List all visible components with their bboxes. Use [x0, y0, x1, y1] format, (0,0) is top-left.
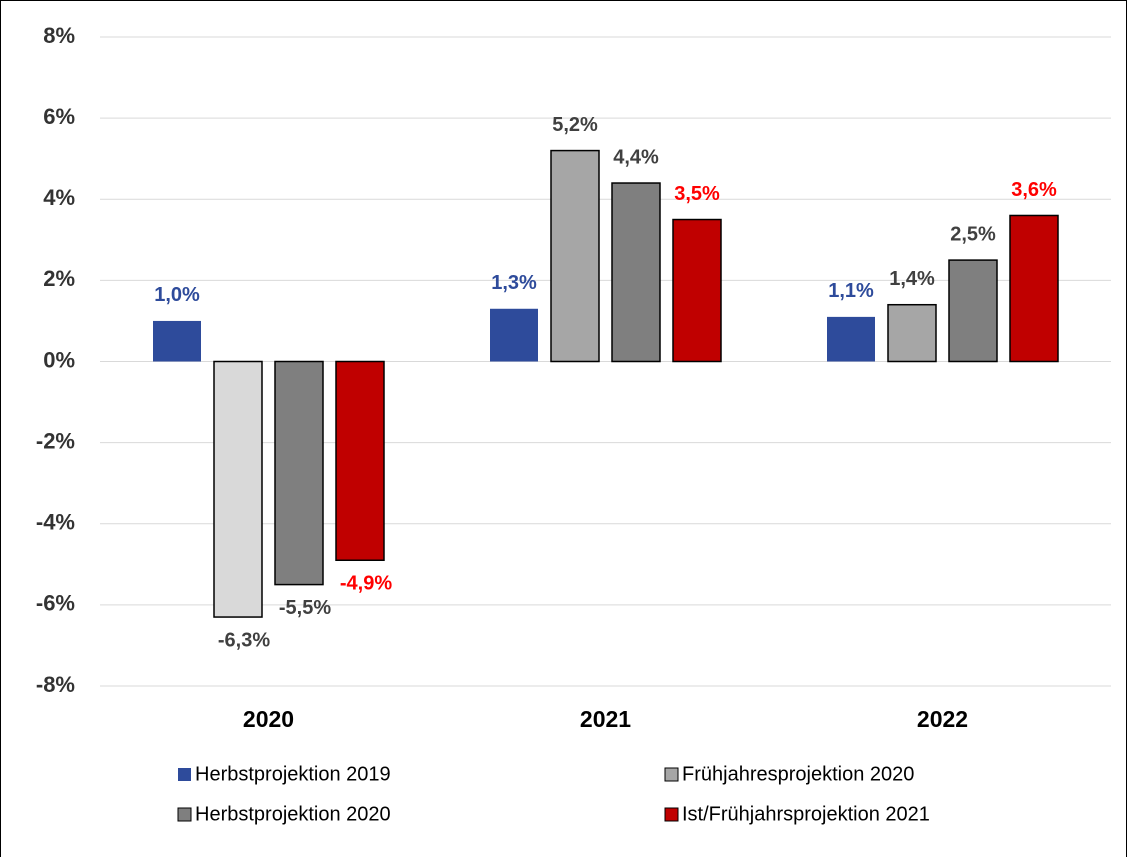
data-label: 5,2%: [552, 114, 598, 136]
bar: [490, 308, 538, 362]
data-label: 2,5%: [950, 223, 996, 245]
bar: [550, 149, 600, 363]
data-label: -5,5%: [279, 597, 331, 619]
bar: [153, 320, 201, 362]
bar: [948, 259, 998, 363]
legend-label: Frühjahresprojektion 2020: [682, 763, 914, 785]
legend-swatch: [177, 807, 192, 822]
x-tick-label: 2021: [580, 706, 631, 732]
legend-swatch: [664, 807, 679, 822]
y-tick-label: 6%: [43, 104, 75, 129]
data-label: 1,3%: [491, 272, 537, 294]
data-label: 1,4%: [889, 268, 935, 290]
legend-label: Herbstprojektion 2019: [195, 763, 391, 785]
y-tick-label: 4%: [43, 185, 75, 210]
bar: [827, 316, 875, 362]
data-label: 3,6%: [1011, 179, 1057, 201]
data-label: 1,0%: [154, 284, 200, 306]
legend-label: Ist/Frühjahrsprojektion 2021: [682, 803, 930, 825]
x-tick-label: 2022: [917, 706, 968, 732]
data-label: 4,4%: [613, 146, 659, 168]
y-tick-label: 0%: [43, 347, 75, 372]
bar: [335, 360, 385, 562]
bar: [1009, 214, 1059, 363]
y-tick-label: -6%: [36, 591, 75, 616]
data-label: -4,9%: [340, 573, 392, 595]
legend-swatch: [178, 768, 191, 781]
y-tick-label: 2%: [43, 266, 75, 291]
legend-label: Herbstprojektion 2020: [195, 803, 391, 825]
data-label: -6,3%: [218, 629, 270, 651]
data-label: 3,5%: [674, 183, 720, 205]
bar: [672, 218, 722, 363]
y-tick-label: -2%: [36, 428, 75, 453]
y-tick-label: 8%: [43, 23, 75, 48]
bar: [274, 360, 324, 586]
y-tick-label: -8%: [36, 672, 75, 697]
bar: [611, 182, 661, 363]
bar: [213, 360, 263, 618]
data-label: 1,1%: [828, 280, 874, 302]
y-tick-label: -4%: [36, 510, 75, 535]
bar: [887, 303, 937, 363]
x-tick-label: 2020: [243, 706, 294, 732]
legend-swatch: [664, 767, 679, 782]
